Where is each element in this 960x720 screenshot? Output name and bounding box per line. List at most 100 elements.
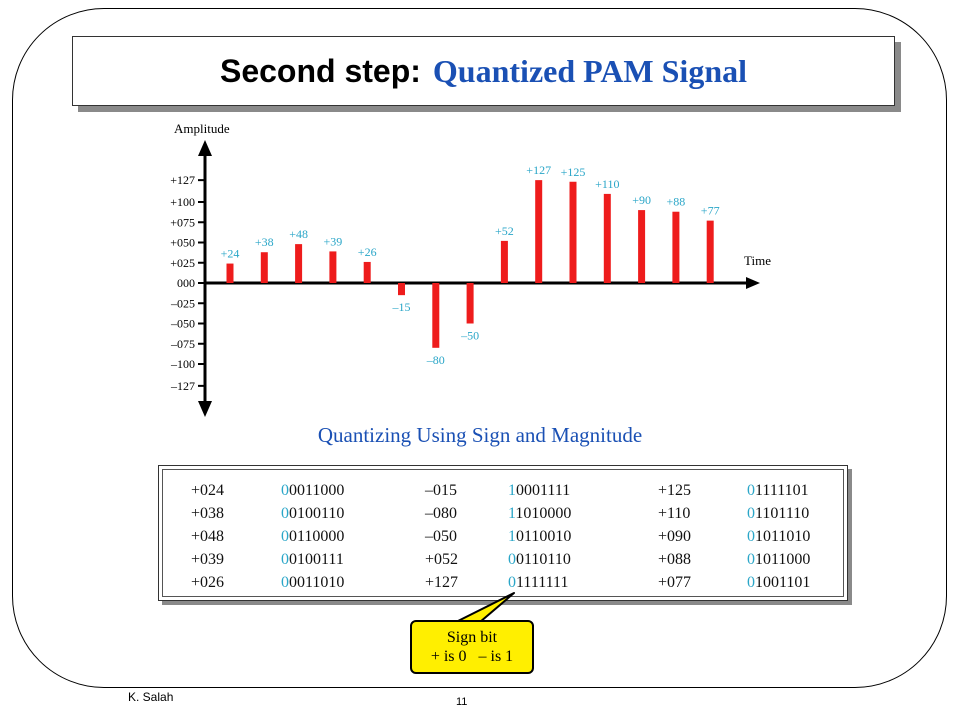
data-label: –50 — [460, 329, 479, 343]
data-label: +77 — [701, 204, 720, 218]
table-code: 00011000 — [281, 482, 344, 500]
table-code: 00011010 — [281, 574, 344, 592]
bar — [535, 180, 543, 283]
magnitude-bits: 1101110 — [755, 505, 810, 522]
sign-bit: 0 — [747, 528, 755, 545]
magnitude-bits: 0100110 — [289, 505, 345, 522]
magnitude-bits: 1010000 — [515, 505, 572, 522]
sign-bit: 0 — [281, 574, 289, 591]
magnitude-bits: 0100111 — [289, 551, 344, 568]
y-ticks: +127 +100 +075 +050 +025 000 –025 –050 –075 –100 –… — [170, 173, 205, 393]
title-main: Second step: — [219, 52, 421, 89]
bar — [398, 283, 405, 296]
data-label: +88 — [667, 195, 686, 209]
bar — [432, 283, 440, 348]
magnitude-bits: 0011000 — [289, 482, 345, 499]
table-inner: +024 00011000 +038 00100110 +048 00110000 +039… — [162, 469, 844, 597]
title-sub: Quantized PAM Signal — [432, 52, 747, 89]
callout-line-1: Sign bit — [446, 629, 498, 646]
quantization-table: +024 00011000 +038 00100110 +048 00110000 +039… — [158, 465, 848, 601]
magnitude-bits: 1111101 — [755, 482, 809, 499]
bar — [706, 220, 714, 283]
table-value: +038 — [191, 505, 225, 522]
y-tick-label: +127 — [170, 173, 195, 187]
table-value: +026 — [191, 574, 225, 591]
footer-author: K. Salah — [128, 690, 174, 704]
table-code: 10110010 — [508, 528, 571, 546]
magnitude-bits: 1111111 — [516, 574, 569, 591]
magnitude-bits: 1011010 — [755, 528, 811, 545]
slide-frame — [12, 8, 947, 688]
y-tick-label: –127 — [170, 379, 195, 393]
data-label: +38 — [255, 235, 274, 249]
table-value: +110 — [658, 505, 691, 522]
sign-bit: 0 — [747, 482, 755, 499]
y-tick-label: 000 — [177, 276, 195, 290]
sign-bit: 0 — [281, 505, 289, 522]
table-caption: Quantizing Using Sign and Magnitude — [317, 423, 643, 447]
y-tick-label: +100 — [170, 195, 195, 209]
table-code: 01011000 — [747, 551, 810, 569]
table-code: 01101110 — [747, 505, 809, 523]
bar — [363, 261, 371, 283]
bar — [603, 193, 611, 283]
y-tick-label: +075 — [170, 215, 195, 229]
y-tick-label: –075 — [170, 337, 195, 351]
magnitude-bits: 0011010 — [289, 574, 345, 591]
data-label: +52 — [495, 224, 514, 238]
data-labels: +24 +38 +48 +39 +26 –15 –80 –50 +52 +127 +125 +110 +… — [221, 163, 720, 367]
magnitude-bits: 0110000 — [289, 528, 345, 545]
bar — [672, 211, 680, 283]
sign-bit: 0 — [281, 528, 289, 545]
data-label: +39 — [324, 234, 343, 248]
data-label: +110 — [595, 177, 619, 191]
table-value: –080 — [425, 505, 457, 522]
magnitude-bits: 0110010 — [516, 528, 572, 545]
bar — [329, 251, 337, 283]
magnitude-bits: 1011000 — [755, 551, 811, 568]
y-tick-label: –100 — [170, 357, 195, 371]
table-value: +077 — [658, 574, 692, 591]
data-label: +48 — [289, 227, 308, 241]
title-box: Second step: Quantized PAM Signal — [72, 36, 895, 106]
data-label: +127 — [526, 163, 551, 177]
table-code: 01111111 — [508, 574, 568, 592]
sign-bit: 0 — [508, 574, 516, 591]
bar — [638, 210, 646, 283]
table-code: 01001101 — [747, 574, 810, 592]
table-value: +052 — [425, 551, 459, 568]
table-value: +048 — [191, 528, 225, 545]
data-label: –15 — [392, 300, 411, 314]
table-value: +039 — [191, 551, 225, 568]
data-label: +26 — [358, 245, 377, 259]
table-value: +090 — [658, 528, 692, 545]
table-code: 01111101 — [747, 482, 809, 500]
bar — [295, 244, 303, 283]
sign-bit: 0 — [508, 551, 516, 568]
table-code: 10001111 — [508, 482, 570, 500]
table-value: +125 — [658, 482, 692, 499]
data-label: –80 — [426, 353, 445, 367]
table-value: –015 — [425, 482, 457, 499]
y-tick-label: +050 — [170, 236, 195, 250]
magnitude-bits: 0110110 — [516, 551, 571, 568]
bar — [569, 181, 577, 283]
table-value: +127 — [425, 574, 459, 591]
sign-bit: 0 — [747, 551, 755, 568]
y-axis — [198, 140, 212, 417]
table-value: +024 — [191, 482, 225, 499]
table-code: 11010000 — [508, 505, 571, 523]
table-code: 01011010 — [747, 528, 810, 546]
bar — [466, 283, 474, 324]
table-value: +088 — [658, 551, 692, 568]
callout-line-2: + is 0 – is 1 — [430, 648, 514, 665]
bar — [226, 263, 234, 283]
sign-bit: 0 — [281, 482, 289, 499]
sign-bit: 1 — [508, 482, 516, 499]
y-axis-label: Amplitude — [174, 121, 230, 136]
y-tick-label: –050 — [170, 317, 195, 331]
sign-bit: 1 — [508, 505, 516, 522]
data-label: +90 — [632, 193, 651, 207]
pam-chart: Amplitude Time +127 +100 +075 +050 +025 000 –0… — [170, 121, 771, 417]
y-tick-label: –025 — [170, 296, 195, 310]
